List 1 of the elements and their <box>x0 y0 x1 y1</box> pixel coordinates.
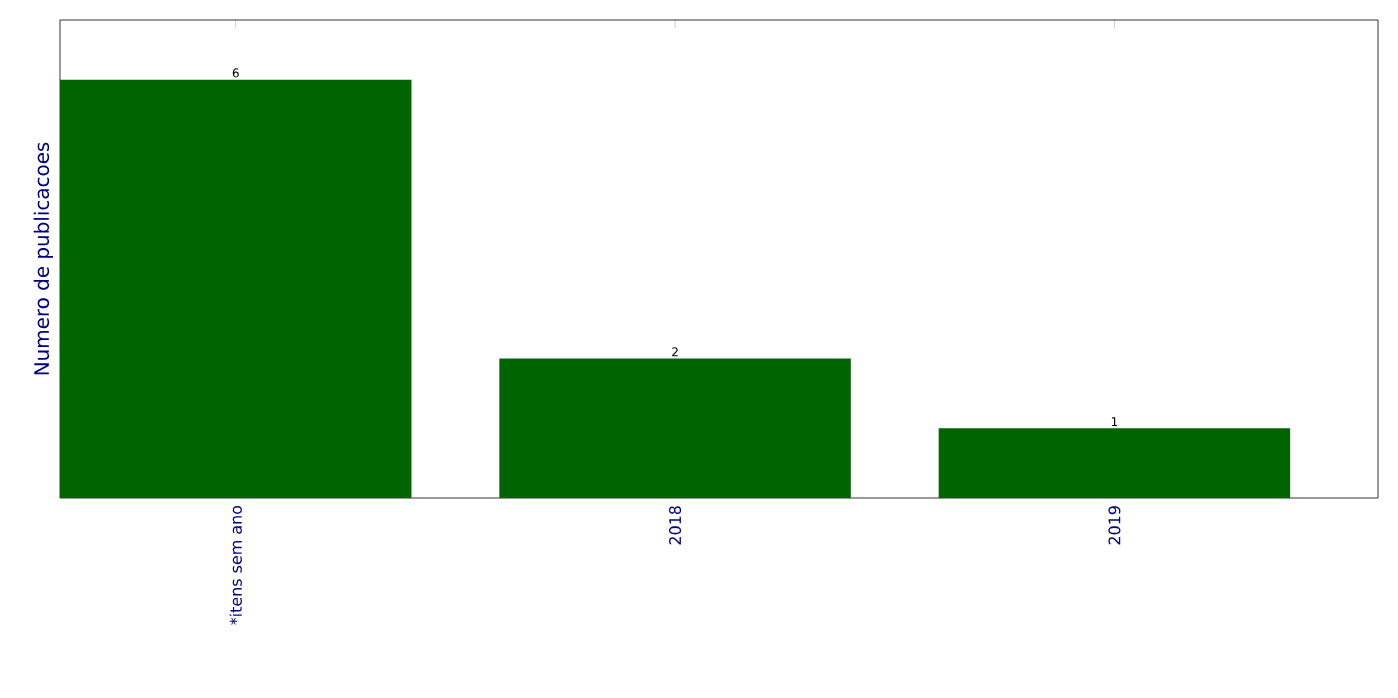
y-axis-title: Numero de publicacoes <box>33 142 53 375</box>
